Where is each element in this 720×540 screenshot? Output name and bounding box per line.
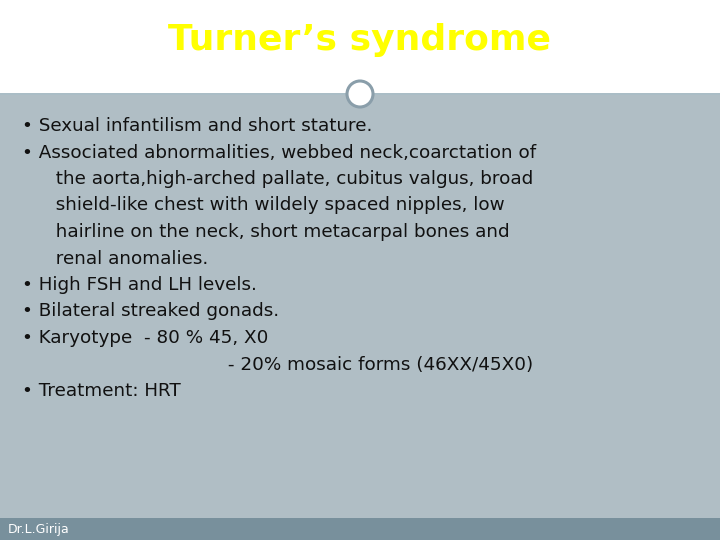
- Text: - 20% mosaic forms (46XX/45X0): - 20% mosaic forms (46XX/45X0): [175, 355, 534, 374]
- Text: • High FSH and LH levels.: • High FSH and LH levels.: [22, 276, 257, 294]
- Bar: [0, 518, 720, 540]
- Text: • Karyotype  - 80 % 45, X0: • Karyotype - 80 % 45, X0: [22, 329, 269, 347]
- Text: renal anomalies.: renal anomalies.: [44, 249, 208, 267]
- Text: Dr.L.Girija: Dr.L.Girija: [8, 523, 70, 536]
- Text: • Associated abnormalities, webbed neck,coarctation of: • Associated abnormalities, webbed neck,…: [22, 144, 536, 161]
- Circle shape: [347, 81, 373, 107]
- Bar: [0, 95, 720, 518]
- Bar: [0, 0, 720, 95]
- Text: shield-like chest with wildely spaced nipples, low: shield-like chest with wildely spaced ni…: [44, 197, 505, 214]
- Text: Turner’s syndrome: Turner’s syndrome: [168, 23, 552, 57]
- Text: the aorta,high-arched pallate, cubitus valgus, broad: the aorta,high-arched pallate, cubitus v…: [44, 170, 534, 188]
- Text: • Sexual infantilism and short stature.: • Sexual infantilism and short stature.: [22, 117, 372, 135]
- Text: • Treatment: HRT: • Treatment: HRT: [22, 382, 181, 400]
- Text: • Bilateral streaked gonads.: • Bilateral streaked gonads.: [22, 302, 279, 321]
- Text: hairline on the neck, short metacarpal bones and: hairline on the neck, short metacarpal b…: [44, 223, 510, 241]
